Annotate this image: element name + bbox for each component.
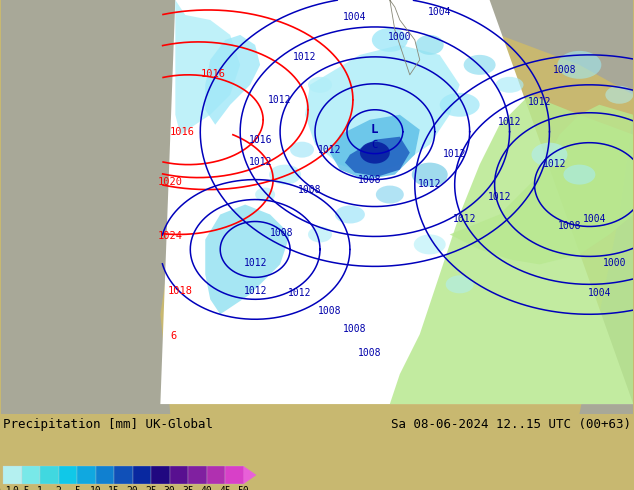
Polygon shape <box>1 0 220 414</box>
Ellipse shape <box>496 77 524 93</box>
Text: 1000: 1000 <box>602 258 626 269</box>
Text: 1012: 1012 <box>527 97 551 107</box>
Text: 1: 1 <box>37 486 43 490</box>
Text: C: C <box>372 140 378 149</box>
Text: 1008: 1008 <box>358 174 382 185</box>
Bar <box>22 466 40 484</box>
Text: 1012: 1012 <box>243 258 267 269</box>
Text: 50: 50 <box>238 486 249 490</box>
Text: Precipitation [mm] UK-Global: Precipitation [mm] UK-Global <box>3 418 213 431</box>
Ellipse shape <box>335 205 365 223</box>
Text: 1012: 1012 <box>294 52 317 62</box>
Text: 45: 45 <box>219 486 231 490</box>
Bar <box>169 466 188 484</box>
Text: 1008: 1008 <box>298 185 322 195</box>
Bar <box>3 466 22 484</box>
Text: 0.5: 0.5 <box>13 486 30 490</box>
Text: 1008: 1008 <box>558 221 581 231</box>
FancyArrow shape <box>243 466 256 484</box>
Text: 35: 35 <box>182 486 194 490</box>
Text: 1012: 1012 <box>453 215 476 224</box>
Ellipse shape <box>414 234 446 254</box>
Text: 1024: 1024 <box>158 231 183 242</box>
Text: 2: 2 <box>56 486 61 490</box>
Ellipse shape <box>372 28 408 52</box>
Text: 1020: 1020 <box>158 176 183 187</box>
Text: 1012: 1012 <box>249 157 272 167</box>
Text: 1000: 1000 <box>388 32 411 42</box>
Polygon shape <box>205 204 290 314</box>
Ellipse shape <box>463 55 496 75</box>
Polygon shape <box>330 115 420 180</box>
Ellipse shape <box>411 163 448 187</box>
Ellipse shape <box>376 186 404 203</box>
Text: 1008: 1008 <box>343 324 366 334</box>
Text: 1012: 1012 <box>488 192 512 201</box>
Polygon shape <box>1 0 633 95</box>
Text: 1012: 1012 <box>443 148 467 159</box>
Polygon shape <box>559 0 633 414</box>
Text: 1012: 1012 <box>543 159 566 169</box>
Polygon shape <box>205 35 260 125</box>
Bar <box>114 466 133 484</box>
Ellipse shape <box>531 143 567 167</box>
Polygon shape <box>450 105 633 265</box>
Ellipse shape <box>269 165 301 185</box>
Text: 1004: 1004 <box>583 215 606 224</box>
Text: 1004: 1004 <box>428 7 451 17</box>
Text: 1004: 1004 <box>343 12 366 22</box>
Bar <box>58 466 77 484</box>
Bar <box>133 466 151 484</box>
Text: 30: 30 <box>164 486 176 490</box>
Text: L: L <box>371 123 378 136</box>
Ellipse shape <box>360 142 390 164</box>
Text: 1012: 1012 <box>418 178 441 189</box>
Ellipse shape <box>255 188 275 201</box>
Text: 1016: 1016 <box>249 135 272 145</box>
Text: 1008: 1008 <box>553 65 576 75</box>
Text: 5: 5 <box>74 486 80 490</box>
Text: 1008: 1008 <box>358 348 382 358</box>
Bar <box>151 466 169 484</box>
Ellipse shape <box>290 142 314 158</box>
Text: 1012: 1012 <box>243 286 267 296</box>
Bar <box>225 466 243 484</box>
Text: 1008: 1008 <box>318 306 342 316</box>
Text: 10: 10 <box>89 486 101 490</box>
Ellipse shape <box>308 226 332 243</box>
Text: Sa 08-06-2024 12..15 UTC (00+63): Sa 08-06-2024 12..15 UTC (00+63) <box>391 418 631 431</box>
Text: 1004: 1004 <box>588 288 611 298</box>
Text: 6: 6 <box>171 331 177 341</box>
Text: 0.1: 0.1 <box>0 486 12 490</box>
Bar <box>188 466 207 484</box>
Text: 1012: 1012 <box>288 288 312 298</box>
Text: 1012: 1012 <box>268 95 292 105</box>
Text: 25: 25 <box>145 486 157 490</box>
Bar <box>77 466 96 484</box>
Ellipse shape <box>557 51 601 79</box>
Polygon shape <box>160 0 633 404</box>
Polygon shape <box>390 95 633 404</box>
Ellipse shape <box>564 165 595 185</box>
Text: 20: 20 <box>127 486 138 490</box>
Text: 1016: 1016 <box>201 69 226 79</box>
Bar <box>96 466 114 484</box>
Text: 1008: 1008 <box>270 228 294 239</box>
Polygon shape <box>305 45 460 174</box>
Text: 1012: 1012 <box>318 145 342 155</box>
Text: 1016: 1016 <box>170 127 195 137</box>
Ellipse shape <box>308 77 332 93</box>
Bar <box>207 466 225 484</box>
Text: 1012: 1012 <box>498 117 521 127</box>
Ellipse shape <box>416 35 444 55</box>
Ellipse shape <box>446 275 474 294</box>
Ellipse shape <box>440 93 480 117</box>
Polygon shape <box>176 0 240 135</box>
Text: 40: 40 <box>200 486 212 490</box>
Text: 1018: 1018 <box>168 286 193 296</box>
Text: 15: 15 <box>108 486 120 490</box>
Polygon shape <box>345 137 410 176</box>
Ellipse shape <box>605 86 633 104</box>
Bar <box>40 466 58 484</box>
